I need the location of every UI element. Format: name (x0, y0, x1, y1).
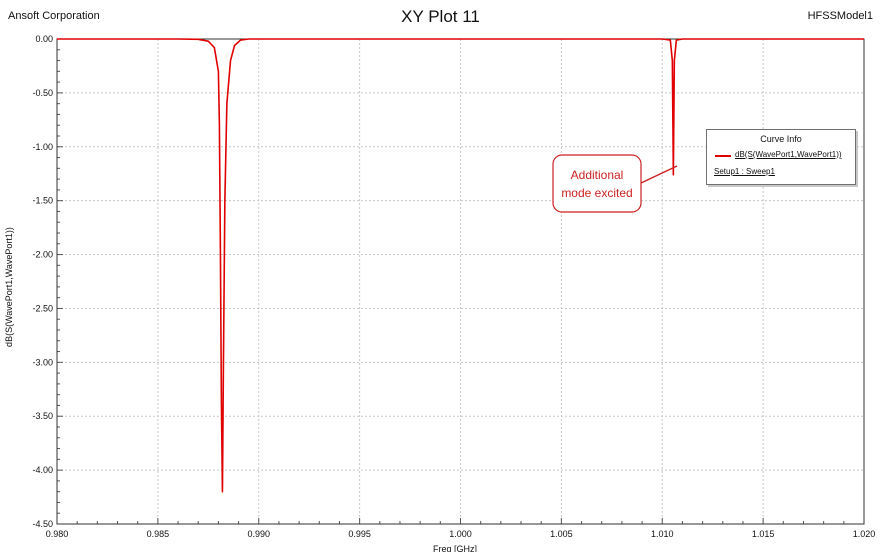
y-tick-label: -3.00 (32, 357, 53, 367)
x-tick-label: 1.010 (651, 529, 674, 539)
x-axis-label: Freq [GHz] (433, 544, 477, 552)
plot-axes: 0.980 0.985 0.990 0.995 1.000 1.005 1.010 1.015… (32, 34, 875, 539)
series-line (57, 38, 864, 493)
x-tick-label: 0.990 (247, 529, 270, 539)
annotation-line-2: mode excited (561, 186, 632, 200)
legend-series-swatch (715, 155, 731, 157)
x-tick-label: 0.985 (147, 529, 170, 539)
plot-grid (56, 38, 865, 525)
plot-title: XY Plot 11 (401, 7, 480, 26)
y-tick-label: -2.00 (32, 250, 53, 260)
series-group (57, 38, 864, 493)
x-tick-label: 1.005 (550, 529, 573, 539)
legend-series-setup[interactable]: Setup1 : Sweep1 (714, 167, 775, 176)
x-tick-label: 0.995 (348, 529, 371, 539)
y-tick-label: -2.50 (32, 303, 53, 313)
y-tick-label: 0.00 (35, 34, 53, 44)
y-tick-label: -3.50 (32, 411, 53, 421)
annotation-line-1: Additional (571, 168, 624, 182)
x-tick-label: 0.980 (46, 529, 69, 539)
legend-series-expression[interactable]: dB(S(WavePort1,WavePort1)) (735, 150, 842, 159)
y-tick-label: -4.50 (32, 519, 53, 529)
y-tick-label: -1.00 (32, 142, 53, 152)
x-tick-label: 1.015 (752, 529, 775, 539)
y-tick-label: -1.50 (32, 196, 53, 206)
x-tick-label: 1.020 (853, 529, 876, 539)
company-label: Ansoft Corporation (8, 10, 100, 22)
legend-title: Curve Info (760, 134, 802, 144)
annotation-group: Additional mode excited (552, 154, 678, 213)
y-tick-label: -4.00 (32, 465, 53, 475)
model-name-label: HFSSModel1 (807, 10, 873, 22)
y-tick-label: -0.50 (32, 88, 53, 98)
y-axis-label: dB(S(WavePort1,WavePort1)) (4, 227, 14, 347)
x-tick-label: 1.000 (449, 529, 472, 539)
annotation-leader-line (640, 165, 678, 184)
curve-info-legend[interactable]: Curve Info dB(S(WavePort1,WavePort1)) Se… (706, 129, 856, 185)
annotation-box (552, 154, 642, 213)
